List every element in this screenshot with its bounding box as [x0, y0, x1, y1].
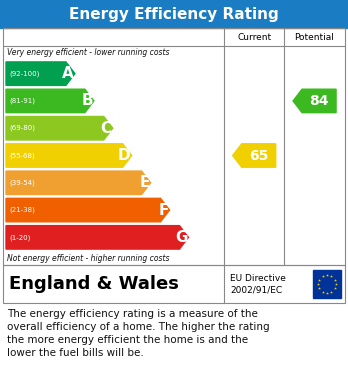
Text: G: G	[175, 230, 188, 245]
Text: Not energy efficient - higher running costs: Not energy efficient - higher running co…	[7, 254, 169, 263]
Text: (1-20): (1-20)	[9, 234, 30, 240]
Text: (21-38): (21-38)	[9, 207, 35, 213]
Text: the more energy efficient the home is and the: the more energy efficient the home is an…	[7, 335, 248, 345]
Polygon shape	[6, 144, 132, 167]
Text: Very energy efficient - lower running costs: Very energy efficient - lower running co…	[7, 48, 169, 57]
Polygon shape	[6, 171, 151, 194]
Text: A: A	[62, 66, 74, 81]
Text: B: B	[81, 93, 93, 108]
Polygon shape	[6, 117, 113, 140]
Text: Energy Efficiency Rating: Energy Efficiency Rating	[69, 7, 279, 22]
Text: F: F	[158, 203, 168, 217]
Text: E: E	[139, 175, 150, 190]
Bar	[0, 0, 348, 28]
Text: 84: 84	[309, 94, 329, 108]
Polygon shape	[6, 198, 169, 222]
Polygon shape	[6, 89, 94, 113]
Text: Current: Current	[237, 32, 271, 41]
Text: EU Directive
2002/91/EC: EU Directive 2002/91/EC	[230, 274, 286, 294]
Text: (55-68): (55-68)	[9, 152, 35, 159]
Text: (69-80): (69-80)	[9, 125, 35, 131]
Text: C: C	[101, 121, 112, 136]
Polygon shape	[233, 144, 276, 167]
Polygon shape	[6, 62, 75, 85]
Text: (81-91): (81-91)	[9, 98, 35, 104]
Text: D: D	[118, 148, 131, 163]
Bar	[3, 28, 345, 265]
Text: (92-100): (92-100)	[9, 70, 39, 77]
Text: Potential: Potential	[295, 32, 334, 41]
Text: The energy efficiency rating is a measure of the: The energy efficiency rating is a measur…	[7, 309, 258, 319]
Bar	[313, 270, 341, 298]
Text: (39-54): (39-54)	[9, 179, 35, 186]
Text: 65: 65	[249, 149, 268, 163]
Bar	[3, 265, 345, 303]
Text: overall efficiency of a home. The higher the rating: overall efficiency of a home. The higher…	[7, 322, 270, 332]
Text: lower the fuel bills will be.: lower the fuel bills will be.	[7, 348, 144, 358]
Polygon shape	[6, 226, 189, 249]
Polygon shape	[293, 89, 336, 113]
Text: England & Wales: England & Wales	[9, 275, 179, 293]
